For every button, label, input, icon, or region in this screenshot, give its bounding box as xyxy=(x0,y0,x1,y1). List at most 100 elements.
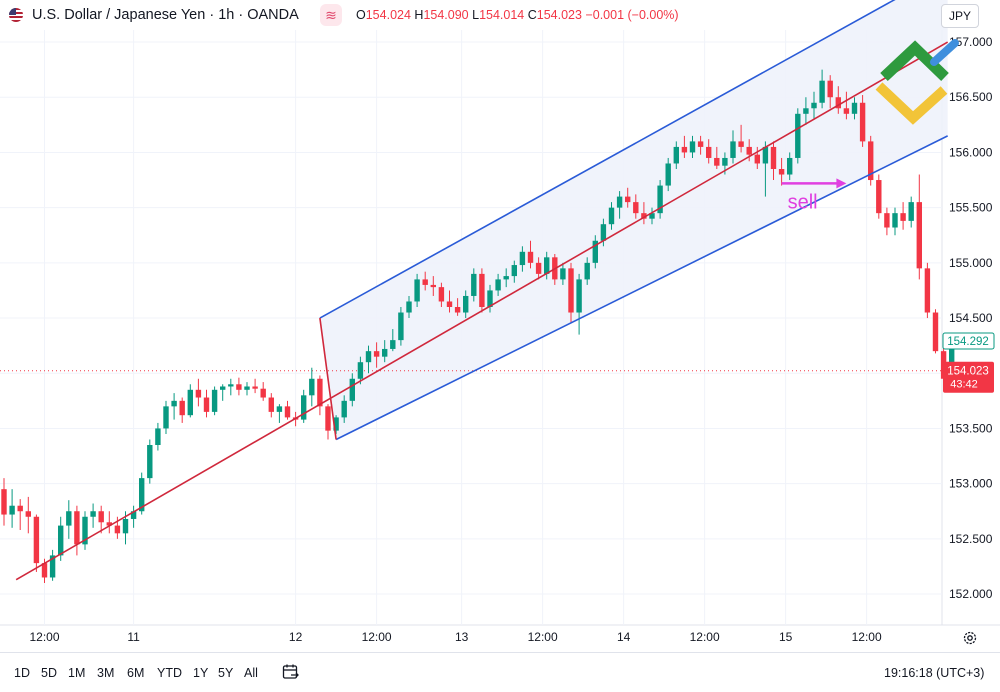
sell-annotation-label: sell xyxy=(788,191,818,213)
candle-up xyxy=(82,516,88,545)
timeframe-1y[interactable]: 1Y xyxy=(193,666,209,680)
candle-down xyxy=(179,400,185,416)
candle-up xyxy=(892,213,898,228)
candle-up xyxy=(463,295,469,313)
candle-down xyxy=(260,388,266,398)
candle-up xyxy=(657,185,663,214)
x-tick-label: 12:00 xyxy=(852,630,882,644)
timeframe-6m[interactable]: 6M xyxy=(127,666,145,680)
candle-up xyxy=(398,312,404,341)
candle-down xyxy=(373,351,380,357)
candle-down xyxy=(714,157,720,166)
candle-up xyxy=(90,511,96,517)
candle-down xyxy=(641,213,647,219)
candle-down xyxy=(422,279,428,285)
candle-up xyxy=(519,251,526,266)
candle-up xyxy=(333,417,339,431)
candle-up xyxy=(211,389,218,412)
candle-down xyxy=(1,489,7,515)
candle-down xyxy=(778,169,785,175)
candle-up xyxy=(309,378,315,396)
wave-icon[interactable]: ≋ xyxy=(320,4,342,26)
candle-down xyxy=(454,307,461,313)
candle-down xyxy=(706,146,712,158)
candle-up xyxy=(357,362,364,379)
symbol-title[interactable]: U.S. Dollar / Japanese Yen · 1h · OANDA xyxy=(32,7,299,23)
channel-start-line xyxy=(319,317,337,440)
high-value: 154.090 xyxy=(423,8,469,22)
candle-down xyxy=(843,108,850,114)
timeframe-1d[interactable]: 1D xyxy=(14,666,30,680)
candle-down xyxy=(924,268,931,313)
candle-down xyxy=(535,262,542,274)
candle-up xyxy=(155,428,161,445)
candle-down xyxy=(932,312,939,352)
timeframe-5y[interactable]: 5Y xyxy=(218,666,234,680)
candle-down xyxy=(868,141,874,181)
candle-up xyxy=(122,518,129,534)
x-tick-label: 12:00 xyxy=(690,630,720,644)
y-tick-label: 157.000 xyxy=(949,35,993,49)
last-price-tag-text: 154.023 xyxy=(947,366,989,378)
candle-down xyxy=(859,102,866,142)
timeframe-all[interactable]: All xyxy=(244,666,258,680)
candle-down xyxy=(252,386,258,389)
ohlc-values: O154.024 H154.090 L154.014 C154.023 −0.0… xyxy=(356,8,679,22)
candle-up xyxy=(819,80,825,103)
candle-down xyxy=(25,511,31,517)
candle-down xyxy=(438,287,445,302)
candle-down xyxy=(738,141,744,147)
candle-down xyxy=(625,196,631,203)
candle-down xyxy=(284,406,291,418)
candle-up xyxy=(414,279,420,302)
y-tick-label: 156.500 xyxy=(949,90,993,104)
candle-down xyxy=(479,273,485,307)
channel-median-line xyxy=(15,41,949,581)
candle-up xyxy=(66,511,72,526)
candle-up xyxy=(762,146,769,164)
timeframe-3m[interactable]: 3M xyxy=(97,666,115,680)
candle-up xyxy=(803,108,809,114)
candle-up xyxy=(382,348,388,357)
date-range-icon[interactable] xyxy=(282,663,300,681)
high-label: H xyxy=(414,8,424,22)
candle-down xyxy=(114,525,121,534)
axis-price-tag-outline xyxy=(942,332,995,350)
candle-down xyxy=(884,213,890,228)
candle-down xyxy=(268,397,274,412)
y-tick-label: 156.000 xyxy=(949,145,993,159)
candle-down xyxy=(317,378,323,407)
candle-up xyxy=(576,279,582,313)
candle-up xyxy=(244,386,250,390)
timeframe-ytd[interactable]: YTD xyxy=(157,666,182,680)
settings-gear-icon[interactable] xyxy=(962,630,978,646)
candle-down xyxy=(430,284,436,288)
candle-up xyxy=(341,400,347,418)
candle-up xyxy=(511,265,517,277)
y-tick-label: 155.000 xyxy=(949,256,993,270)
currency-button[interactable]: JPY xyxy=(941,4,979,28)
brand-logo-icon xyxy=(875,39,959,125)
y-tick-label: 152.000 xyxy=(949,587,993,601)
low-value: 154.014 xyxy=(479,8,525,22)
candle-down xyxy=(916,202,922,269)
logo-blue-bar xyxy=(930,39,959,66)
candle-up xyxy=(58,525,64,556)
candle-down xyxy=(681,146,688,153)
x-tick-label: 12 xyxy=(289,630,303,644)
candle-down xyxy=(446,301,453,307)
candle-up xyxy=(49,555,56,578)
candle-up xyxy=(147,445,153,479)
candle-down xyxy=(41,563,48,578)
candle-down xyxy=(770,146,777,169)
timeframe-5d[interactable]: 5D xyxy=(41,666,57,680)
timeframe-1m[interactable]: 1M xyxy=(68,666,86,680)
candle-up xyxy=(908,202,914,221)
candle-down xyxy=(17,505,23,512)
clock-readout: 19:16:18 (UTC+3) xyxy=(884,666,985,680)
y-tick-label: 152.500 xyxy=(949,532,993,546)
candle-up xyxy=(649,213,655,219)
candle-up xyxy=(608,207,615,225)
candle-up xyxy=(276,406,283,412)
